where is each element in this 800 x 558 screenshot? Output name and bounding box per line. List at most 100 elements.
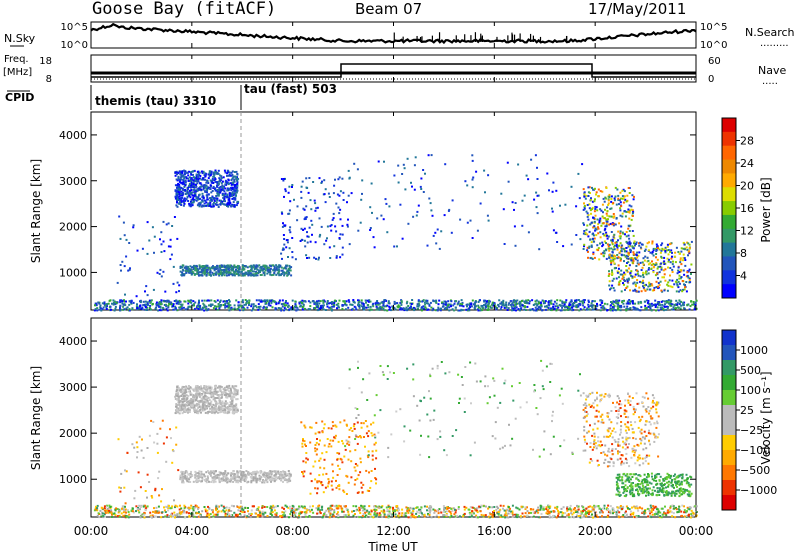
power-echo-scattered (420, 186, 422, 188)
power-echo-evening (594, 198, 596, 200)
velocity-echo-e-region (149, 512, 151, 514)
power-echo-e-region (248, 299, 250, 301)
freq-unit: [MHz] (3, 67, 32, 78)
velocity-echo-e-region (124, 506, 126, 508)
power-echo-evening (624, 233, 626, 235)
power-echo-sparse (145, 285, 147, 287)
power-echo-e-region (308, 300, 310, 302)
power-echo-e-region (394, 303, 396, 305)
power-echo-evening (608, 250, 610, 252)
velocity-echo-e-region (636, 516, 638, 518)
power-echo-evening (596, 191, 598, 193)
power-echo-e-region (418, 299, 420, 301)
power-echo-e-region (535, 303, 537, 305)
power-echo-f-region (213, 202, 215, 204)
power-echo-scattered (388, 205, 390, 207)
power-echo-e-region (411, 299, 413, 301)
power-echo-e-region (508, 307, 510, 309)
power-echo-scattered (347, 219, 349, 221)
power-echo-evening (623, 197, 625, 199)
power-echo-scattered (470, 220, 472, 222)
power-echo-f-region (187, 188, 189, 190)
power-echo-f-region (234, 176, 236, 178)
power-echo-evening (610, 201, 612, 203)
power-echo-evening (613, 287, 615, 289)
power-echo-scattered (304, 240, 306, 242)
power-echo-e-region (304, 308, 306, 310)
power-echo-scattered (571, 186, 573, 188)
power-echo-evening (675, 261, 677, 263)
power-echo-e-region (515, 306, 517, 308)
power-echo-sparse (171, 254, 173, 256)
velocity-echo-e-region (207, 506, 209, 508)
velocity-echo-e-region (328, 507, 330, 509)
velocity-echo-e-region (568, 514, 570, 516)
velocity-echo-e-region (99, 510, 101, 512)
power-echo-near (272, 269, 274, 271)
power-echo-e-region (142, 304, 144, 306)
power-echo-evening (599, 220, 601, 222)
power-echo-evening (641, 269, 643, 271)
power-echo-e-region (167, 309, 169, 311)
power-echo-e-region (204, 300, 206, 302)
power-echo-e-region (287, 302, 289, 304)
power-echo-evening (673, 283, 675, 285)
power-echo-scattered (433, 235, 435, 237)
power-echo-evening (690, 273, 692, 275)
power-echo-f-region (209, 188, 211, 190)
velocity-echo-e-region (530, 516, 532, 518)
power-echo-scattered (287, 256, 289, 258)
velocity-echo-e-region (154, 515, 156, 517)
velocity-echo-e-region (515, 507, 517, 509)
velocity-echo-e-region (97, 515, 99, 517)
velocity-echo-e-region (274, 509, 276, 511)
power-echo-f-region (197, 174, 199, 176)
power-echo-evening (606, 225, 608, 227)
power-echo-evening (619, 257, 621, 259)
velocity-echo-e-region (591, 506, 593, 508)
velocity-echo-e-region (558, 513, 560, 515)
power-echo-e-region (582, 301, 584, 303)
power-echo-f-region (221, 177, 223, 179)
power-echo-scattered (369, 206, 371, 208)
velocity-echo-e-region (674, 516, 676, 518)
power-echo-evening (664, 250, 666, 252)
power-echo-scattered (315, 241, 317, 243)
power-echo-evening (625, 287, 627, 289)
velocity-echo-e-region (443, 507, 445, 509)
velocity-echo-e-region (434, 516, 436, 518)
power-echo-scattered (337, 178, 339, 180)
power-echo-e-region (299, 303, 301, 305)
power-echo-scattered (459, 219, 461, 221)
power-echo-near (260, 266, 262, 268)
power-echo-scattered (315, 207, 317, 209)
velocity-echo-e-region (150, 516, 152, 518)
power-echo-f-region (228, 200, 230, 202)
velocity-echo-e-region (100, 514, 102, 516)
power-echo-e-region (394, 301, 396, 303)
power-echo-f-region (190, 187, 192, 189)
power-echo-e-region (268, 304, 270, 306)
power-echo-evening (611, 255, 613, 257)
power-echo-evening (589, 207, 591, 209)
velocity-echo-e-region (553, 515, 555, 517)
power-echo-evening (668, 253, 670, 255)
power-echo-f-region (180, 174, 182, 176)
power-echo-e-region (629, 308, 631, 310)
power-echo-scattered (325, 188, 327, 190)
power-echo-e-region (365, 302, 367, 304)
power-echo-evening (617, 231, 619, 233)
power-echo-evening (589, 231, 591, 233)
velocity-echo-e-region (139, 508, 141, 510)
power-echo-e-region (424, 302, 426, 304)
velocity-echo-e-region (595, 505, 597, 507)
power-echo-evening (589, 223, 591, 225)
date-title: 17/May/2011 (588, 0, 686, 18)
velocity-echo-e-region (597, 505, 599, 507)
velocity-echo-e-region (346, 508, 348, 510)
power-echo-scattered (287, 213, 289, 215)
velocity-echo-e-region (183, 505, 185, 507)
power-echo-e-region (274, 301, 276, 303)
power-echo-evening (670, 258, 672, 260)
power-echo-e-region (294, 301, 296, 303)
